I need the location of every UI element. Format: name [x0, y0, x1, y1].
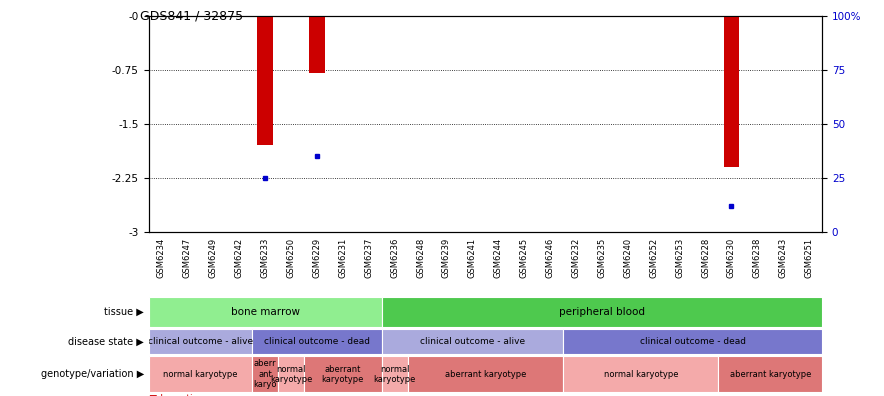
Bar: [563, 329, 822, 354]
Text: aberr
ant
karyo: aberr ant karyo: [254, 359, 277, 389]
Bar: [149, 329, 252, 354]
Bar: [149, 356, 252, 392]
Text: clinical outcome - alive: clinical outcome - alive: [148, 337, 253, 346]
Text: ■ log ratio: ■ log ratio: [149, 394, 198, 396]
Bar: [278, 356, 304, 392]
Text: clinical outcome - dead: clinical outcome - dead: [264, 337, 370, 346]
Text: aberrant karyotype: aberrant karyotype: [729, 370, 811, 379]
Text: clinical outcome - dead: clinical outcome - dead: [640, 337, 745, 346]
Text: normal
karyotype: normal karyotype: [373, 365, 415, 384]
Text: aberrant karyotype: aberrant karyotype: [445, 370, 526, 379]
Bar: [382, 329, 563, 354]
Bar: [304, 356, 382, 392]
Text: genotype/variation ▶: genotype/variation ▶: [41, 369, 144, 379]
Bar: [257, 16, 273, 145]
Bar: [382, 356, 408, 392]
Bar: [149, 297, 382, 327]
Bar: [563, 356, 719, 392]
Text: normal karyotype: normal karyotype: [163, 370, 238, 379]
Bar: [719, 356, 822, 392]
Text: peripheral blood: peripheral blood: [559, 307, 645, 317]
Text: aberrant
karyotype: aberrant karyotype: [322, 365, 364, 384]
Bar: [309, 16, 324, 73]
Text: bone marrow: bone marrow: [231, 307, 300, 317]
Bar: [252, 356, 278, 392]
Bar: [382, 297, 822, 327]
Bar: [252, 329, 382, 354]
Text: normal
karyotype: normal karyotype: [270, 365, 312, 384]
Bar: [408, 356, 563, 392]
Text: disease state ▶: disease state ▶: [68, 337, 144, 346]
Text: normal karyotype: normal karyotype: [604, 370, 678, 379]
Text: tissue ▶: tissue ▶: [104, 307, 144, 317]
Bar: [724, 16, 739, 167]
Text: GDS841 / 32875: GDS841 / 32875: [140, 10, 243, 23]
Text: clinical outcome - alive: clinical outcome - alive: [420, 337, 525, 346]
